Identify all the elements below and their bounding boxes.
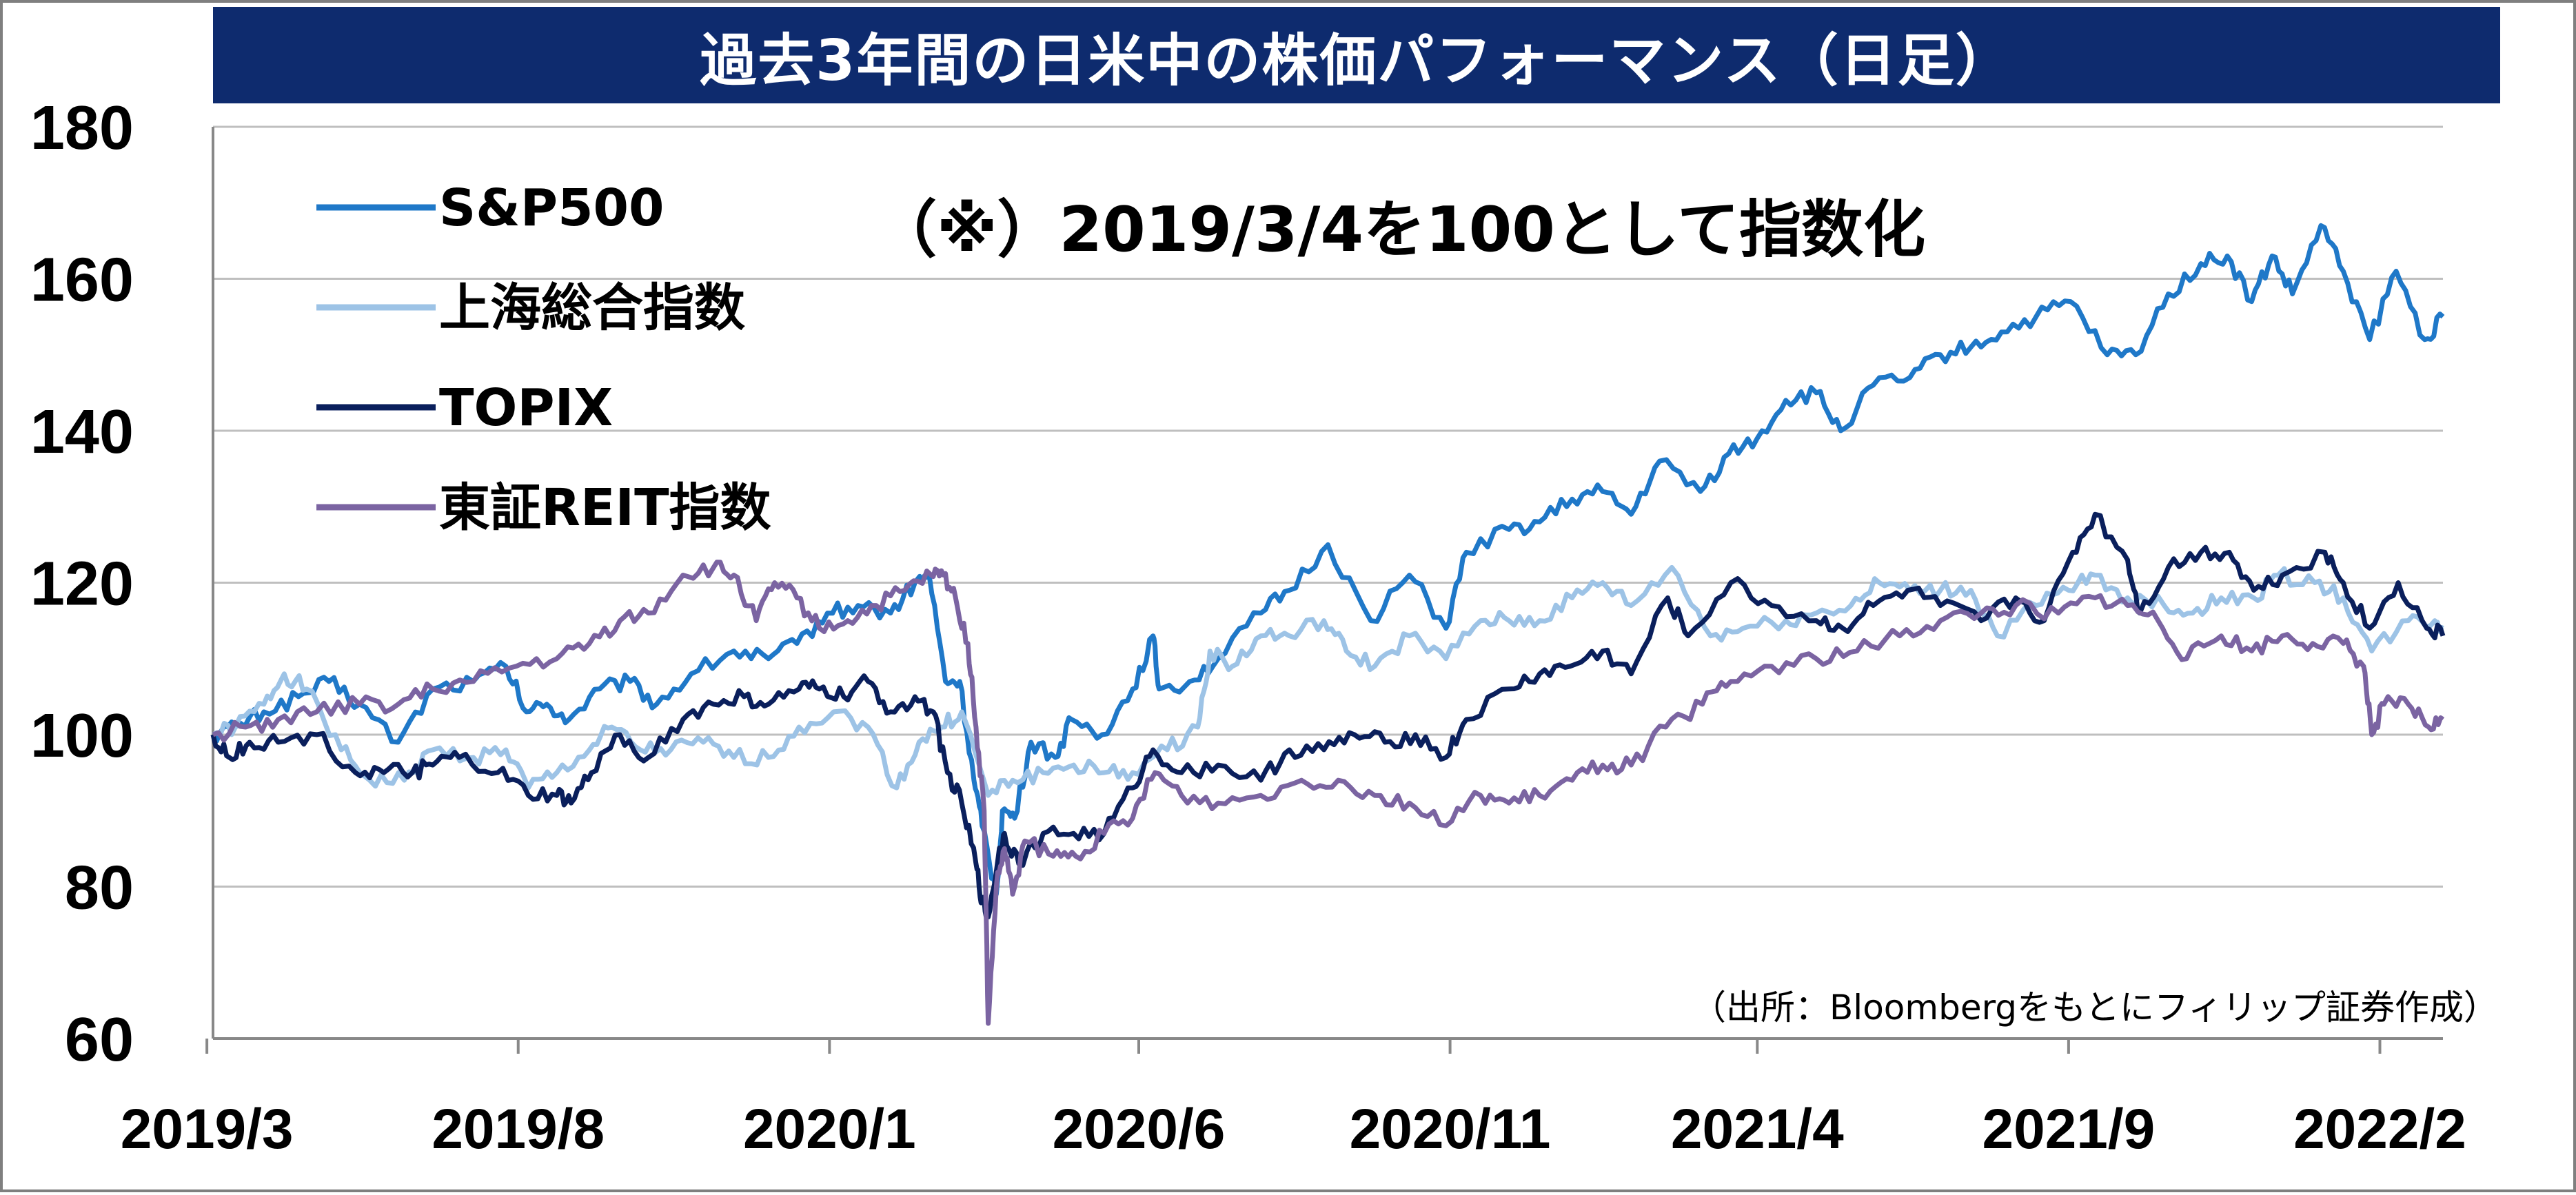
legend: S&P500 上海総合指数 TOPIX 東証REIT指数 (316, 178, 771, 538)
x-tick-label: 2021/9 (1982, 1098, 2155, 1161)
y-tick-label: 120 (30, 550, 134, 619)
title-bar: 過去3年間の日米中の株価パフォーマンス（日足） (213, 7, 2500, 103)
x-tick-label: 2022/2 (2293, 1098, 2466, 1161)
x-tick-label: 2020/1 (743, 1098, 916, 1161)
legend-label: 東証REIT指数 (439, 478, 771, 538)
legend-label: TOPIX (439, 378, 613, 438)
y-tick-label: 80 (65, 854, 134, 923)
series-line (210, 223, 2445, 897)
chart-note: （※）2019/3/4を100として指数化 (875, 194, 1925, 266)
series-line (212, 564, 2444, 798)
y-tick-label: 180 (30, 94, 134, 163)
axes: 60 80 100 120 140 160 180 2019/3 2019/8 2020/1 202… (30, 94, 2466, 1161)
x-tick-label: 2020/11 (1350, 1098, 1551, 1161)
gridlines (213, 125, 2443, 888)
y-tick-label: 60 (65, 1005, 134, 1074)
legend-label: 上海総合指数 (439, 278, 745, 338)
y-tick-label: 100 (30, 702, 134, 770)
legend-label: S&P500 (439, 178, 665, 238)
x-tick-label: 2021/4 (1671, 1098, 1844, 1161)
y-tick-label: 140 (30, 398, 134, 467)
x-tick-label: 2019/8 (432, 1098, 605, 1161)
line-chart: 60 80 100 120 140 160 180 2019/3 2019/8 2020/1 202… (30, 94, 2498, 1161)
series-lines (210, 223, 2446, 1026)
series-line (212, 560, 2445, 1026)
series-line (210, 511, 2446, 920)
y-tick-label: 160 (30, 246, 134, 315)
source-note: （出所：Bloombergをもとにフィリップ証券作成） (1692, 988, 2498, 1028)
chart-title: 過去3年間の日米中の株価パフォーマンス（日足） (700, 28, 2014, 94)
x-tick-label: 2019/3 (121, 1098, 294, 1161)
x-tick-label: 2020/6 (1053, 1098, 1226, 1161)
